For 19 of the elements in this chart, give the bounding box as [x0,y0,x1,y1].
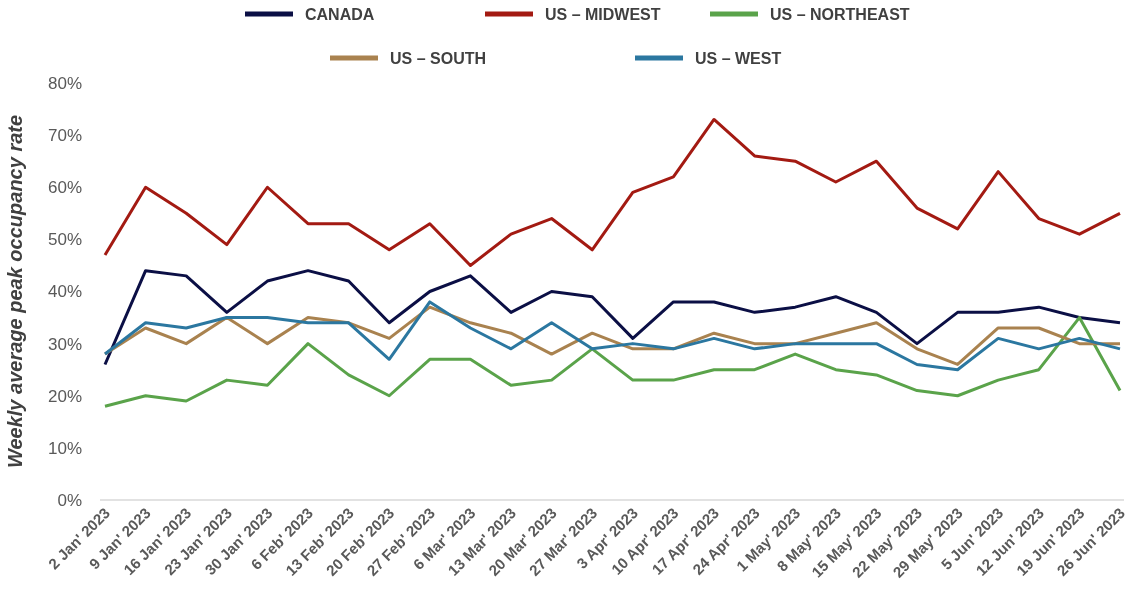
line-series [103,269,1122,366]
legend-label: US – SOUTH [390,49,487,67]
legend-label: US – NORTHEAST [770,5,910,23]
y-tick-label: 40% [47,282,82,302]
y-tick-label: 30% [47,334,82,354]
y-tick-label: 80% [47,73,82,93]
y-axis-title: Weekly average peak occupancy rate [4,114,26,469]
y-tick-label: 0% [57,490,82,510]
legend-label: CANADA [305,5,375,23]
y-tick-label: 20% [47,386,82,406]
line-series [103,300,1122,372]
y-tick-label: 10% [47,438,82,458]
legend-label: US – WEST [695,49,782,67]
line-series [103,117,1122,267]
y-tick-label: 70% [47,126,82,146]
y-tick-label: 50% [47,230,82,250]
legend-label: US – MIDWEST [545,5,661,23]
y-tick-label: 60% [47,178,82,198]
line-series [103,316,1122,408]
